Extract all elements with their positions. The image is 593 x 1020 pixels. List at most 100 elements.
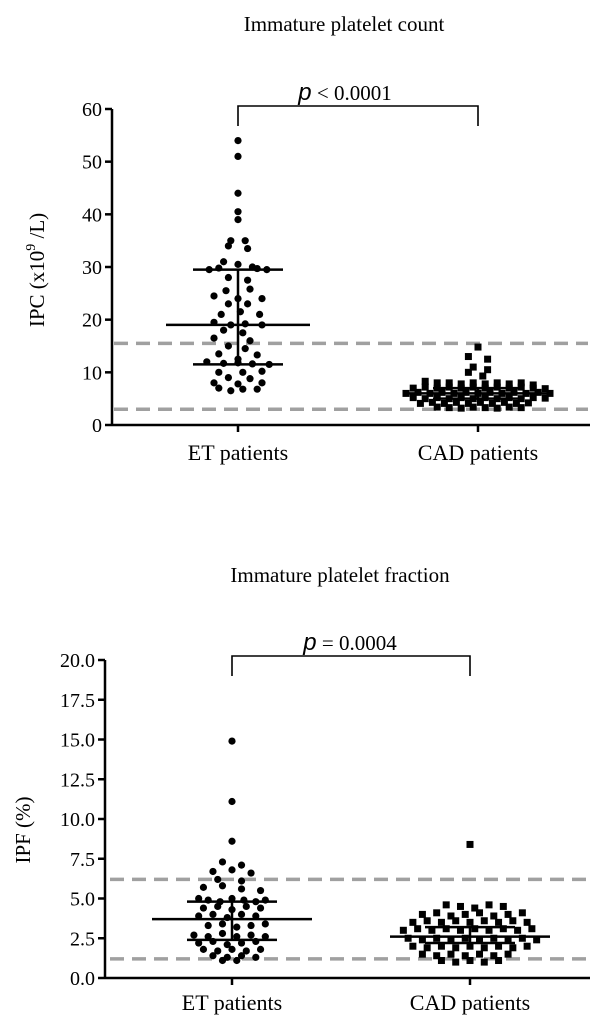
ipc-y-tick-label: 60 xyxy=(82,99,102,121)
ipc-data-point xyxy=(258,379,266,387)
ipf-data-point xyxy=(447,936,455,944)
ipf-data-point xyxy=(509,917,517,925)
ipc-data-point xyxy=(210,334,218,342)
ipc-data-point xyxy=(234,208,242,216)
ipf-y-axis-label: IPF (%) xyxy=(11,796,35,863)
ipc-data-point xyxy=(234,216,242,224)
ipf-data-point xyxy=(228,737,236,745)
ipf-data-point xyxy=(523,918,531,926)
ipc-data-point xyxy=(409,394,417,402)
ipf-data-point xyxy=(485,926,493,934)
ipc-data-point xyxy=(464,353,472,361)
ipf-data-point xyxy=(247,869,255,877)
ipf-category-label: ET patients xyxy=(182,990,282,1015)
ipc-y-axis-label: IPC (x109 /L) xyxy=(24,213,49,327)
ipc-data-point xyxy=(239,329,247,337)
ipc-y-tick-label: 20 xyxy=(82,310,102,332)
ipc-points xyxy=(203,137,554,412)
ipc-data-point xyxy=(416,399,424,407)
ipc-data-point xyxy=(234,380,242,388)
ipf-data-point xyxy=(199,883,208,891)
ipf-data-point xyxy=(218,920,227,928)
ipc-data-point xyxy=(445,379,453,387)
ipf-y-tick-label: 0.0 xyxy=(70,968,95,990)
ipc-bracket-line xyxy=(237,105,479,126)
ipc-data-point xyxy=(239,385,247,393)
ipf-data-point xyxy=(466,957,474,965)
ipc-data-point xyxy=(505,403,513,411)
ipc-data-point xyxy=(512,399,520,407)
ipc-p-text: < 0.0001 xyxy=(312,81,392,105)
ipc-data-point xyxy=(464,399,472,407)
ipc-data-point xyxy=(220,258,228,266)
ipc-data-point xyxy=(234,189,242,197)
ipc-data-point xyxy=(234,137,242,145)
ipc-y-axis-label-tail: /L) xyxy=(25,213,49,244)
ipc-data-point xyxy=(210,379,218,387)
ipf-y-tick-label: 2.5 xyxy=(70,928,95,950)
ipf-data-point xyxy=(409,918,417,926)
ipc-data-point xyxy=(474,343,482,351)
ipc-data-point xyxy=(241,345,249,353)
ipf-data-point xyxy=(490,952,498,960)
ipc-data-point xyxy=(524,399,532,407)
ipf-data-point xyxy=(461,910,469,918)
ipf-data-point xyxy=(461,934,469,942)
ipf-y-tick-label: 7.5 xyxy=(70,849,95,871)
ipc-data-point xyxy=(253,385,261,393)
ipf-data-point xyxy=(195,939,203,947)
ipf-data-point xyxy=(204,921,212,930)
ipf-data-point xyxy=(433,909,441,917)
ipc-data-point xyxy=(224,242,232,250)
ipf-data-point xyxy=(480,958,488,966)
ipf-data-point xyxy=(228,797,236,806)
ipf-data-point xyxy=(218,882,227,890)
ipf-bracket-line xyxy=(231,655,471,676)
ipf-data-point xyxy=(518,909,526,917)
ipc-data-point xyxy=(469,403,477,411)
ipf-data-point xyxy=(199,904,208,912)
ipc-data-point xyxy=(500,398,508,406)
ipc-data-point xyxy=(246,285,254,293)
ipc-data-point xyxy=(215,368,223,376)
ipc-data-point xyxy=(541,394,549,402)
ipc-data-point xyxy=(210,292,218,300)
ipf-data-point xyxy=(452,958,460,966)
ipf-data-point xyxy=(256,945,265,953)
ipf-data-point xyxy=(237,877,246,885)
ipc-data-point xyxy=(215,384,223,392)
ipf-data-point xyxy=(514,926,522,934)
ipf-y-tick-label: 10.0 xyxy=(60,809,95,831)
ipf-p-letter: p xyxy=(302,629,316,656)
ipc-title: Immature platelet count xyxy=(244,12,445,36)
ipf-y-tick-label: 17.5 xyxy=(60,690,95,712)
ipf-data-point xyxy=(204,933,212,941)
ipf-data-point xyxy=(242,902,250,911)
ipf-data-point xyxy=(456,926,464,934)
ipc-y-axis-label-sup: 9 xyxy=(24,244,39,251)
ipc-data-point xyxy=(493,379,501,387)
ipf-data-point xyxy=(256,886,265,895)
ipf-data-point xyxy=(237,939,246,947)
ipf-data-point xyxy=(490,934,498,942)
ipf-data-point xyxy=(442,901,450,909)
ipf-data-point xyxy=(209,910,217,919)
ipf-reference-lines xyxy=(110,877,588,961)
ipc-data-point xyxy=(224,374,232,382)
ipf-data-point xyxy=(399,926,407,934)
ipf-data-point xyxy=(209,952,217,960)
ipf-data-point xyxy=(437,918,445,926)
ipc-data-point xyxy=(222,287,230,295)
ipf-summary-bars xyxy=(152,900,550,945)
ipf-data-point xyxy=(233,956,241,965)
ipf-data-point xyxy=(214,947,222,955)
ipc-axes: 0 10 20 30 40 50 60 ET patients CAD patients xyxy=(82,99,590,465)
ipf-data-point xyxy=(228,837,236,845)
ipf-data-point xyxy=(252,953,260,961)
ipc-data-point xyxy=(428,398,436,406)
ipf-data-point xyxy=(242,947,250,955)
ipf-data-point xyxy=(504,910,512,918)
ipc-data-point xyxy=(505,380,513,388)
ipf-data-point xyxy=(466,840,474,848)
ipf-data-point xyxy=(499,925,507,933)
